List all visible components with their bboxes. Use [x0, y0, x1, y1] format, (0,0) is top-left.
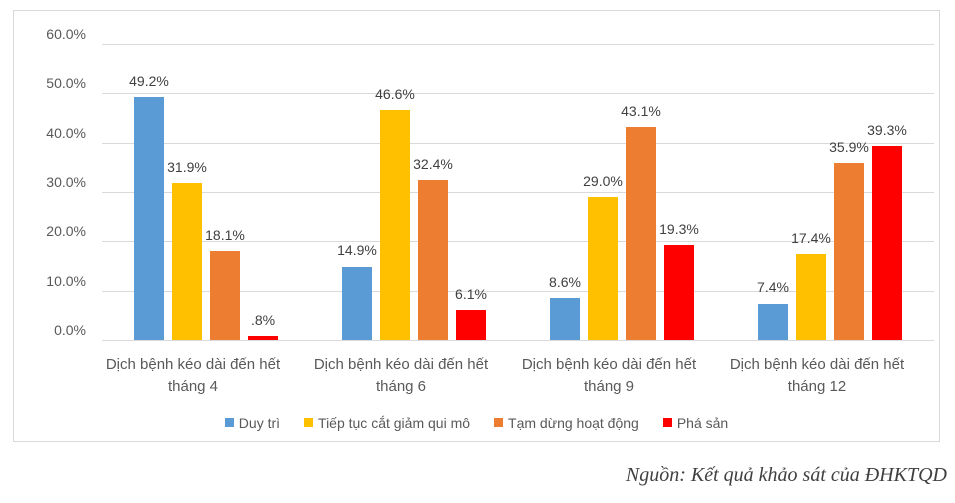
y-tick-label: 10.0%	[46, 272, 86, 289]
data-label: .8%	[250, 312, 276, 329]
legend-swatch-icon	[304, 418, 314, 427]
legend-label: Duy trì	[238, 414, 281, 431]
bar	[872, 146, 902, 340]
x-category-label: Dịch bệnh kéo dài đến hết tháng 12	[729, 356, 905, 395]
bar	[342, 266, 372, 340]
y-tick-label: 0.0%	[54, 322, 86, 338]
data-label: 29.0%	[583, 172, 623, 189]
y-tick-label: 60.0%	[46, 26, 86, 42]
bar	[210, 250, 240, 340]
x-category-label: Dịch bệnh kéo dài đến hết tháng 6	[313, 356, 489, 395]
y-tick-label: 20.0%	[46, 223, 86, 240]
bar	[588, 196, 618, 340]
legend: Duy trì Tiếp tục cắt giảm qui mô Tạm dừng …	[14, 414, 939, 431]
bar	[796, 254, 826, 340]
bar	[758, 303, 788, 340]
bar	[134, 97, 164, 340]
bar	[664, 244, 694, 340]
gridline	[102, 44, 934, 45]
bar	[172, 182, 202, 340]
gridline	[102, 340, 934, 341]
y-tick-label: 40.0%	[46, 124, 86, 141]
gridline	[102, 241, 934, 243]
x-category-label: Dịch bệnh kéo dài đến hết tháng 9	[521, 356, 697, 395]
gridline	[102, 192, 934, 193]
gridline	[102, 142, 934, 144]
x-category-label: Dịch bệnh kéo dài đến hết tháng 4	[105, 356, 281, 395]
data-label: 17.4%	[791, 230, 831, 247]
data-label: 18.1%	[205, 226, 245, 243]
legend-label: Tiếp tục cắt giảm qui mô	[318, 414, 471, 431]
gridline	[102, 93, 934, 95]
bar	[380, 110, 410, 340]
legend-swatch-icon	[662, 418, 672, 427]
legend-item: Tiếp tục cắt giảm qui mô	[304, 415, 470, 431]
data-label: 6.1%	[455, 285, 487, 302]
data-label: 39.3%	[867, 122, 907, 139]
legend-label: Phá sản	[676, 414, 729, 431]
y-tick-label: 50.0%	[46, 75, 86, 92]
bar	[626, 127, 656, 340]
bar	[418, 180, 448, 340]
y-tick-label: 30.0%	[46, 174, 86, 190]
data-label: 43.1%	[621, 103, 661, 120]
bar	[248, 336, 278, 340]
legend-item: Duy trì	[224, 414, 281, 431]
data-label: 7.4%	[757, 279, 789, 296]
data-label: 19.3%	[659, 220, 699, 237]
plot-area: 49.2% 31.9% 18.1% .8% 14.9% 46.6% 32.4% 6.1% 8.6…	[102, 44, 934, 341]
legend-swatch-icon	[494, 418, 504, 427]
bar	[834, 162, 864, 340]
gridline	[102, 290, 934, 292]
chart-frame: 49.2% 31.9% 18.1% .8% 14.9% 46.6% 32.4% 6.1% 8.6…	[13, 10, 940, 442]
data-label: 32.4%	[413, 156, 453, 173]
legend-item: Phá sản	[662, 414, 729, 431]
legend-swatch-icon	[224, 418, 234, 427]
bar	[456, 309, 486, 340]
bar	[550, 297, 580, 340]
data-label: 31.9%	[167, 158, 207, 175]
data-label: 35.9%	[829, 138, 869, 155]
source-note: Nguồn: Kết quả khảo sát của ĐHKTQD	[625, 464, 947, 486]
legend-item: Tạm dừng hoạt động	[494, 415, 639, 431]
data-label: 49.2%	[129, 73, 169, 90]
data-label: 46.6%	[375, 86, 415, 103]
data-label: 14.9%	[337, 242, 377, 259]
data-label: 8.6%	[549, 273, 581, 290]
legend-label: Tạm dừng hoạt động	[508, 414, 639, 431]
